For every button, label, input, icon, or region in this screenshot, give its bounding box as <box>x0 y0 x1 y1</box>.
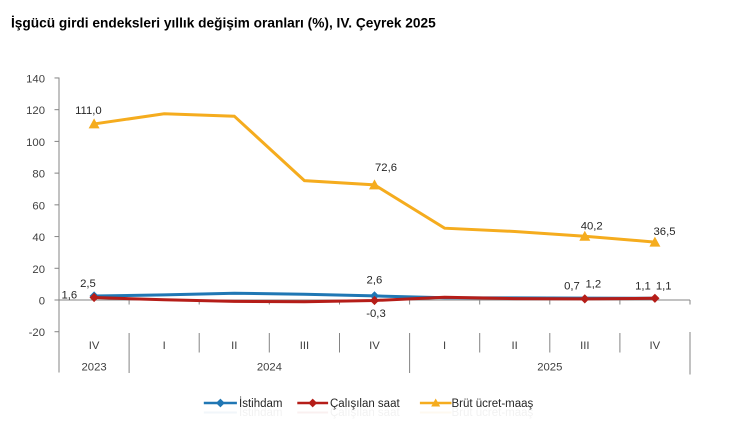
svg-text:-0,3: -0,3 <box>366 308 385 320</box>
svg-text:İşgücü girdi endeksleri yıllık: İşgücü girdi endeksleri yıllık değişim o… <box>11 15 436 30</box>
svg-text:1,2: 1,2 <box>585 279 601 291</box>
svg-text:140: 140 <box>26 74 45 86</box>
svg-text:Çalışılan saat: Çalışılan saat <box>330 407 400 419</box>
svg-text:1,6: 1,6 <box>61 290 77 302</box>
svg-text:40: 40 <box>32 232 45 244</box>
svg-text:120: 120 <box>26 105 45 117</box>
svg-text:-20: -20 <box>29 327 45 339</box>
svg-text:İstihdam: İstihdam <box>239 406 282 419</box>
svg-text:I: I <box>163 340 166 352</box>
svg-text:100: 100 <box>26 137 45 149</box>
svg-text:40,2: 40,2 <box>581 220 603 232</box>
svg-text:İstihdam: İstihdam <box>239 397 282 410</box>
svg-text:1,1: 1,1 <box>656 281 672 293</box>
svg-text:IV: IV <box>89 340 100 352</box>
svg-text:0,7: 0,7 <box>564 281 580 293</box>
svg-text:Çalışılan saat: Çalışılan saat <box>330 398 400 410</box>
svg-text:80: 80 <box>32 169 45 181</box>
svg-text:2,6: 2,6 <box>367 275 383 287</box>
svg-text:111,0: 111,0 <box>75 105 102 117</box>
svg-text:20: 20 <box>32 264 45 276</box>
svg-text:Brüt ücret-maaş: Brüt ücret-maaş <box>452 407 534 419</box>
svg-text:0: 0 <box>39 296 45 308</box>
svg-text:II: II <box>512 340 518 352</box>
svg-text:IV: IV <box>650 340 661 352</box>
svg-text:III: III <box>580 340 589 352</box>
svg-text:2025: 2025 <box>537 362 562 374</box>
svg-text:I: I <box>443 340 446 352</box>
svg-text:36,5: 36,5 <box>654 226 676 238</box>
svg-text:Brüt ücret-maaş: Brüt ücret-maaş <box>452 398 534 410</box>
svg-text:60: 60 <box>32 200 45 212</box>
svg-text:2024: 2024 <box>257 362 282 374</box>
svg-text:1,1: 1,1 <box>635 281 651 293</box>
svg-text:II: II <box>231 340 237 352</box>
svg-text:III: III <box>300 340 309 352</box>
svg-text:2023: 2023 <box>82 362 107 374</box>
svg-text:72,6: 72,6 <box>375 162 397 174</box>
svg-text:IV: IV <box>369 340 380 352</box>
svg-text:2,5: 2,5 <box>80 278 96 290</box>
